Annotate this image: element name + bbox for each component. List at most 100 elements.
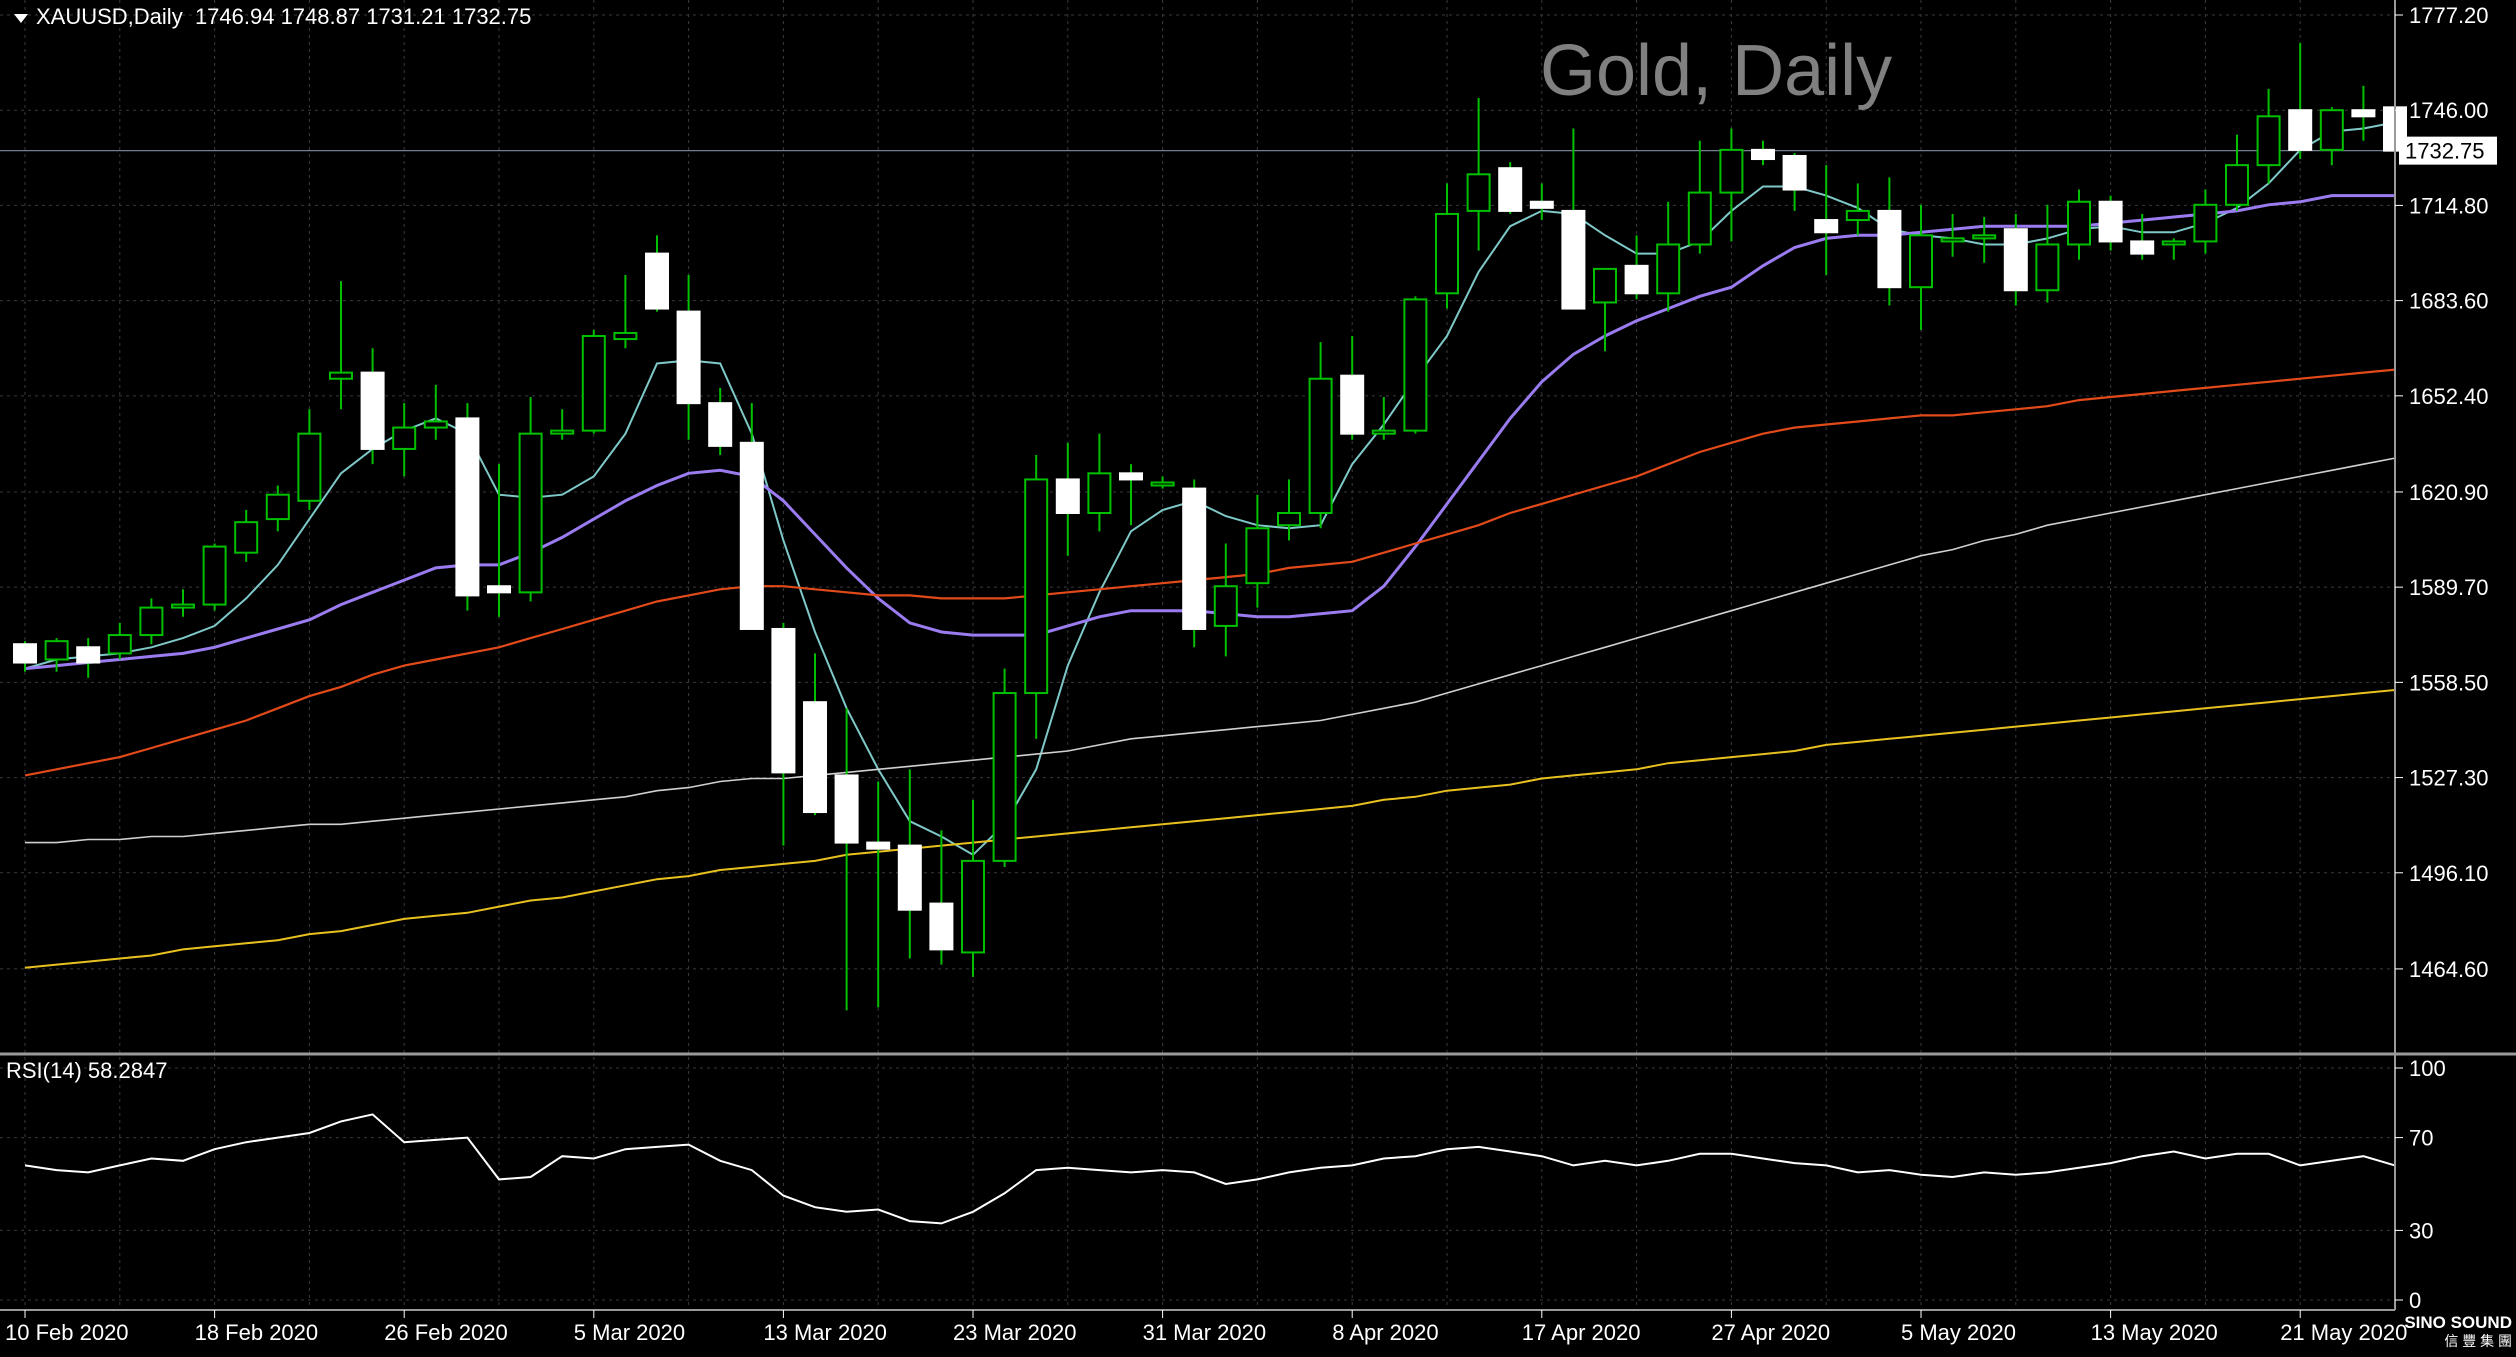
candle-body-bullish (550, 429, 575, 435)
date-tick-label: 10 Feb 2020 (5, 1320, 129, 1345)
candle-body-bullish (613, 331, 638, 341)
candle-body-bearish (866, 841, 891, 850)
collapse-triangle-icon[interactable] (14, 13, 28, 23)
candle-body-bullish (329, 371, 353, 380)
candle-body-bearish (1340, 374, 1365, 435)
rsi-line (24, 1113, 2396, 1225)
candle-body-bullish (992, 692, 1017, 862)
candle-body-bearish (2130, 240, 2155, 255)
candle-body-bullish (1972, 234, 1997, 240)
candle-body-bullish (1245, 527, 1270, 585)
candle-body-bullish (2067, 200, 2091, 246)
candle-body-bearish (13, 643, 37, 664)
candle-body-bearish (1182, 487, 1207, 630)
candle-body-bullish (1435, 212, 1459, 295)
candle-body-bearish (1814, 219, 1839, 234)
candle-body-bullish (1593, 267, 1617, 304)
candle-body-bearish (2098, 200, 2123, 243)
symbol-label: XAUUSD,Daily (36, 4, 183, 29)
current-price-label: 1732.75 (2405, 139, 2485, 164)
candle-body-bullish (44, 640, 69, 661)
candle-body-bullish (1466, 173, 1491, 212)
candle-body-bearish (1877, 209, 1902, 289)
price-tick-label: 1589.70 (2409, 575, 2489, 600)
ma-20-line (24, 194, 2395, 671)
candle-body-bullish (518, 432, 543, 594)
candle-body-bullish (1940, 237, 1965, 243)
candle-body-bullish (234, 521, 259, 554)
candle-body-bearish (1624, 264, 1649, 295)
candle-body-bearish (1055, 478, 1080, 515)
candle-body-bullish (202, 545, 227, 606)
price-tick-label: 1714.80 (2409, 193, 2489, 218)
ohlc-values: 1746.94 1748.87 1731.21 1732.75 (194, 4, 532, 29)
price-tick-label: 1464.60 (2409, 957, 2489, 982)
candle-body-bullish (1277, 512, 1301, 527)
date-tick-label: 13 May 2020 (2091, 1320, 2218, 1345)
rsi-tick-label: 30 (2409, 1218, 2433, 1243)
date-tick-label: 18 Feb 2020 (195, 1320, 319, 1345)
candle-body-bullish (1845, 209, 1870, 222)
date-tick-label: 31 Mar 2020 (1143, 1320, 1267, 1345)
price-tick-label: 1496.10 (2409, 861, 2489, 886)
candle-body-bearish (1782, 154, 1807, 191)
candle-body-bearish (360, 371, 385, 450)
date-tick-label: 26 Feb 2020 (384, 1320, 508, 1345)
candle-body-bullish (107, 634, 132, 655)
candle-body-bearish (455, 417, 480, 597)
candle-body-bullish (1087, 472, 1112, 515)
candle-body-bearish (803, 701, 827, 814)
candle-body-bearish (1529, 200, 1554, 209)
candle-body-bullish (1150, 481, 1175, 487)
date-tick-label: 27 Apr 2020 (1711, 1320, 1830, 1345)
chart-header: XAUUSD,Daily 1746.94 1748.87 1731.21 173… (14, 4, 531, 30)
ma-200-line (24, 689, 2396, 969)
candle-body-bearish (708, 402, 733, 447)
date-tick-label: 5 May 2020 (1901, 1320, 2016, 1345)
price-tick-label: 1777.20 (2409, 3, 2489, 28)
candle-body-bearish (771, 627, 796, 774)
candle-body-bullish (2193, 203, 2218, 243)
candle-body-bearish (487, 585, 511, 594)
brand-logo: SINO SOUND 信 豐 集 團 (2382, 1314, 2512, 1350)
logo-text-zh: 信 豐 集 團 (2444, 1333, 2512, 1349)
candle-body-bearish (897, 844, 922, 911)
candle-body-bearish (2351, 109, 2376, 118)
price-tick-label: 1558.50 (2409, 670, 2489, 695)
candle-body-bullish (2225, 164, 2249, 206)
candle-body-bullish (139, 606, 164, 637)
candle-body-bullish (1308, 377, 1333, 515)
candle-body-bearish (834, 774, 859, 844)
candle-body-bullish (1403, 298, 1428, 432)
ma-100-line (25, 457, 2396, 844)
candle-body-bullish (2256, 115, 2281, 167)
candle-body-bullish (1024, 478, 1049, 695)
candle-body-bearish (676, 310, 701, 405)
date-tick-label: 5 Mar 2020 (574, 1320, 685, 1345)
rsi-tick-label: 70 (2409, 1126, 2433, 1151)
price-tick-label: 1620.90 (2409, 480, 2489, 505)
candle-body-bullish (423, 420, 448, 429)
price-tick-label: 1683.60 (2409, 289, 2489, 314)
candle-body-bearish (1751, 148, 1775, 161)
date-tick-label: 13 Mar 2020 (763, 1320, 887, 1345)
rsi-tick-label: 0 (2409, 1288, 2421, 1313)
rsi-layer (24, 1113, 2396, 1225)
symbol-watermark: Gold, Daily (1540, 31, 1893, 111)
date-tick-label: 17 Apr 2020 (1522, 1320, 1641, 1345)
candle-body-bearish (739, 441, 764, 630)
candle-body-bearish (645, 252, 669, 310)
current-price-badge (2399, 136, 2497, 165)
candle-body-bearish (1119, 472, 1143, 481)
candle-body-bullish (297, 432, 322, 502)
rsi-tick-label: 100 (2409, 1056, 2446, 1081)
candle-body-bullish (961, 859, 985, 954)
candle-body-bullish (581, 335, 606, 432)
candle-body-bearish (2003, 228, 2028, 292)
rsi-label: RSI(14) 58.2847 (6, 1058, 168, 1083)
candle-body-bullish (265, 493, 290, 521)
candle-body-bullish (1687, 191, 1712, 246)
candle-body-bullish (171, 603, 195, 609)
